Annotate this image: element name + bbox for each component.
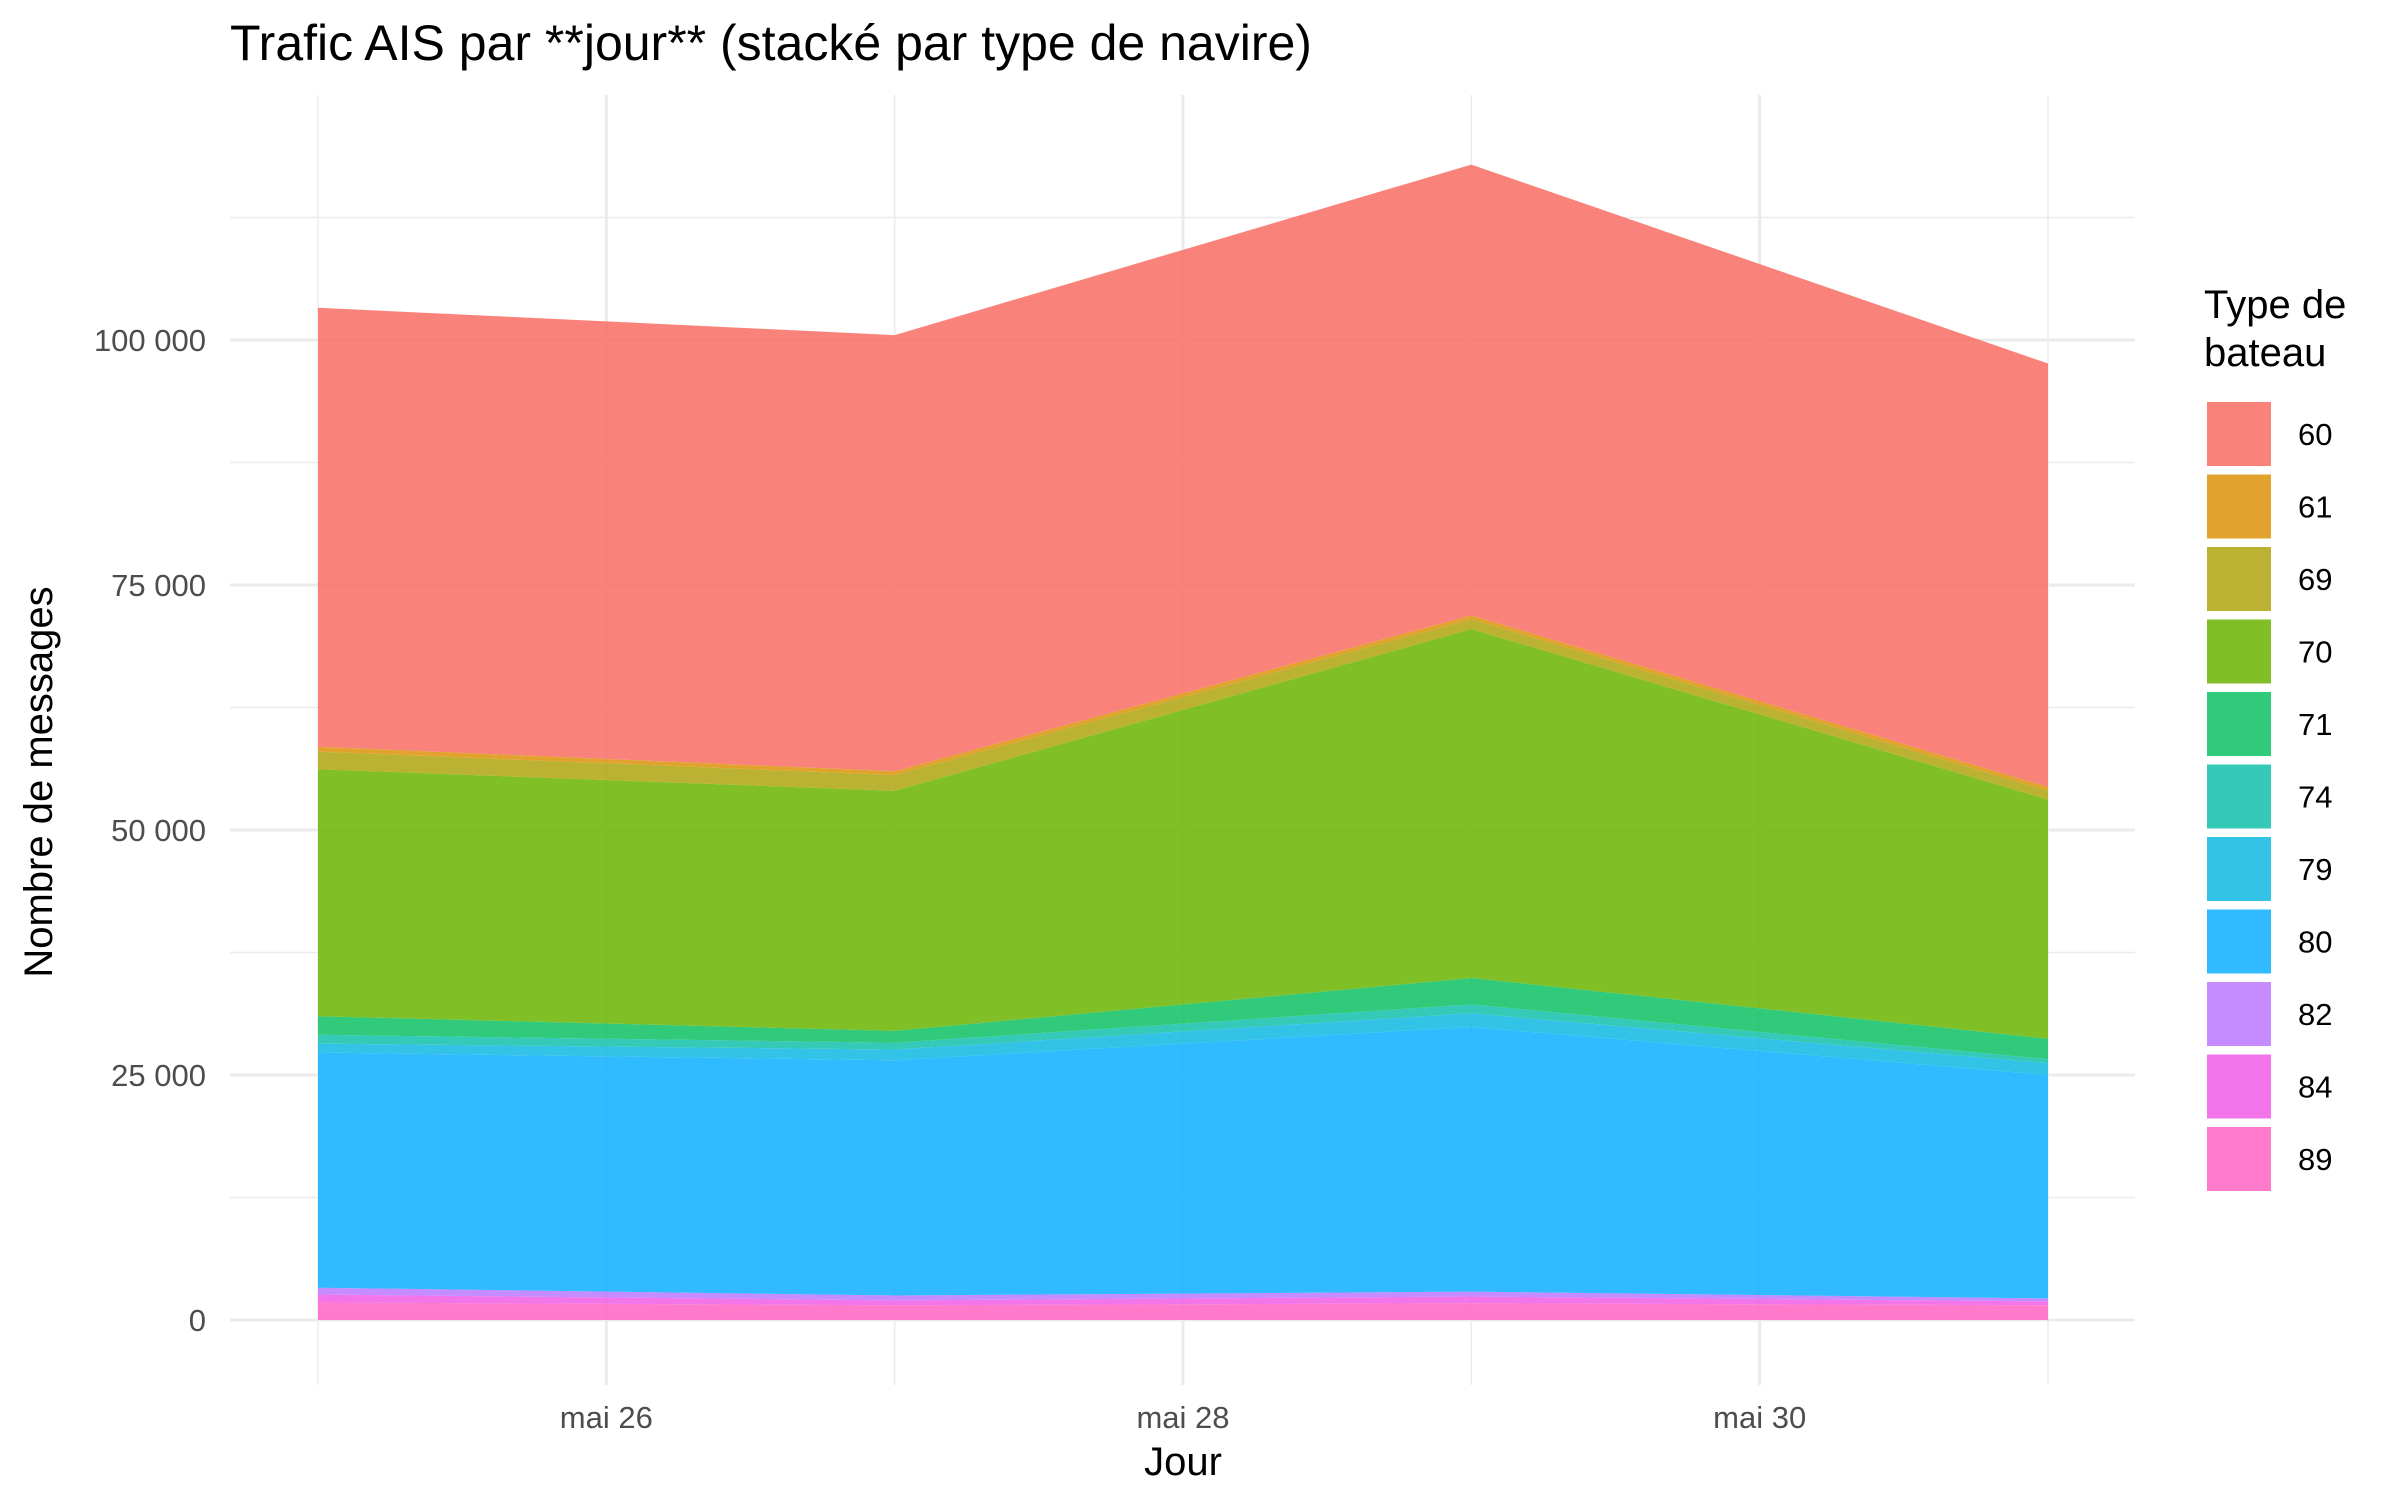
y-tick-label: 25 000 [111,1058,206,1093]
area-series-82 [318,1287,2048,1302]
legend-swatch-60 [2207,402,2271,466]
legend-title: Type de bateau [2204,283,2346,375]
area-series-60 [318,164,2048,787]
area-series-79 [318,1013,2048,1075]
area-series-69 [318,619,2048,800]
y-axis-ticks: 0 25 000 50 000 75 000 100 000 [94,323,206,1338]
area-series-61 [318,615,2048,791]
x-axis-title: Jour [1144,1440,1222,1484]
legend-swatch-80 [2207,909,2271,974]
legend-label-80: 80 [2298,925,2332,960]
legend: Type de bateau 60 61 69 70 71 74 79 80 82 84 89 [2204,283,2346,1191]
legend-swatch-71 [2207,692,2271,756]
chart-title: Trafic AIS par **jour** (stacké par type… [230,15,1312,71]
x-tick-label: mai 30 [1713,1400,1806,1435]
x-axis-ticks: mai 26 mai 28 mai 30 [560,1400,1806,1435]
y-tick-label: 75 000 [111,568,206,603]
area-series-80 [318,1027,2048,1299]
legend-label-82: 82 [2298,997,2332,1032]
y-tick-label: 100 000 [94,323,206,358]
x-tick-label: mai 28 [1136,1400,1229,1435]
y-tick-label: 50 000 [111,813,206,848]
legend-swatch-89 [2207,1127,2271,1191]
legend-label-89: 89 [2298,1142,2332,1177]
legend-label-61: 61 [2298,490,2332,525]
legend-label-71: 71 [2298,707,2332,742]
y-tick-label: 0 [189,1303,206,1338]
legend-swatch-70 [2207,619,2271,684]
legend-label-69: 69 [2298,562,2332,597]
legend-swatch-84 [2207,1054,2271,1119]
legend-swatch-79 [2207,837,2271,901]
legend-swatch-69 [2207,547,2271,611]
legend-label-84: 84 [2298,1070,2332,1105]
legend-swatch-82 [2207,982,2271,1046]
area-series-84 [318,1294,2048,1306]
area-series-71 [318,978,2048,1060]
x-tick-label: mai 26 [560,1400,653,1435]
area-series [318,164,2048,1320]
y-axis-title: Nombre de messages [17,586,61,977]
legend-label-79: 79 [2298,852,2332,887]
legend-swatch-74 [2207,764,2271,829]
area-series-74 [318,1004,2048,1064]
legend-label-74: 74 [2298,780,2332,815]
legend-swatch-61 [2207,474,2271,539]
area-series-70 [318,629,2048,1039]
area-series-89 [318,1302,2048,1320]
legend-label-70: 70 [2298,635,2332,670]
legend-label-60: 60 [2298,417,2332,452]
